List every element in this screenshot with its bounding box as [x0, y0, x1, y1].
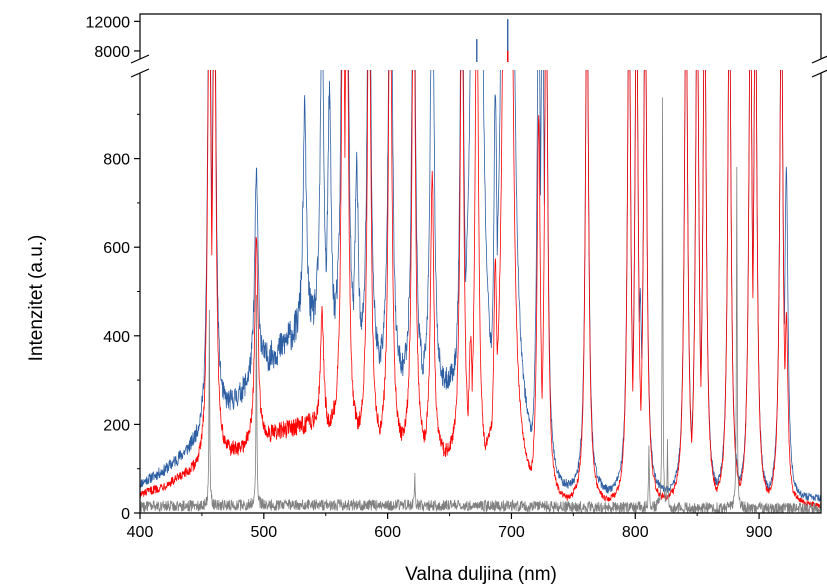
x-tick-label-2: 600: [374, 524, 401, 541]
y-upper-tick-label-1: 12000: [86, 14, 131, 31]
x-tick-label-5: 900: [746, 524, 773, 541]
y-upper-tick-label-0: 8000: [94, 44, 130, 61]
y-tick-label-3: 600: [103, 240, 130, 257]
axis-break-mark-bottom-0: [130, 68, 150, 78]
series-line-gray: [140, 97, 821, 513]
upper-panel-plot: [476, 19, 509, 62]
series-line-blue: [140, 70, 821, 502]
y-tick-label-2: 400: [103, 329, 130, 346]
axis-break-mark-top-1: [811, 55, 827, 64]
y-tick-label-4: 800: [103, 152, 130, 169]
axis-break-mark-top-0: [130, 54, 150, 64]
x-axis-title: Valna duljina (nm): [405, 564, 557, 585]
x-tick-label-4: 800: [622, 524, 649, 541]
y-axis-title: Intenzitet (a.u.): [26, 235, 47, 362]
x-tick-label-1: 500: [250, 524, 277, 541]
lower-panel-plot: [140, 70, 821, 513]
axes: [130, 13, 827, 514]
lower-frame: [139, 73, 822, 514]
series-line-red: [140, 70, 821, 508]
y-tick-label-0: 0: [121, 506, 130, 523]
tick-marks: 400 500 600 700 800 900 0 200 400 600 800 8000 12000: [86, 14, 773, 541]
x-tick-label-3: 700: [498, 524, 525, 541]
y-tick-label-1: 200: [103, 417, 130, 434]
upper-frame: [139, 13, 822, 59]
x-tick-label-0: 400: [127, 524, 154, 541]
axis-break-mark-bottom-1: [811, 69, 827, 78]
